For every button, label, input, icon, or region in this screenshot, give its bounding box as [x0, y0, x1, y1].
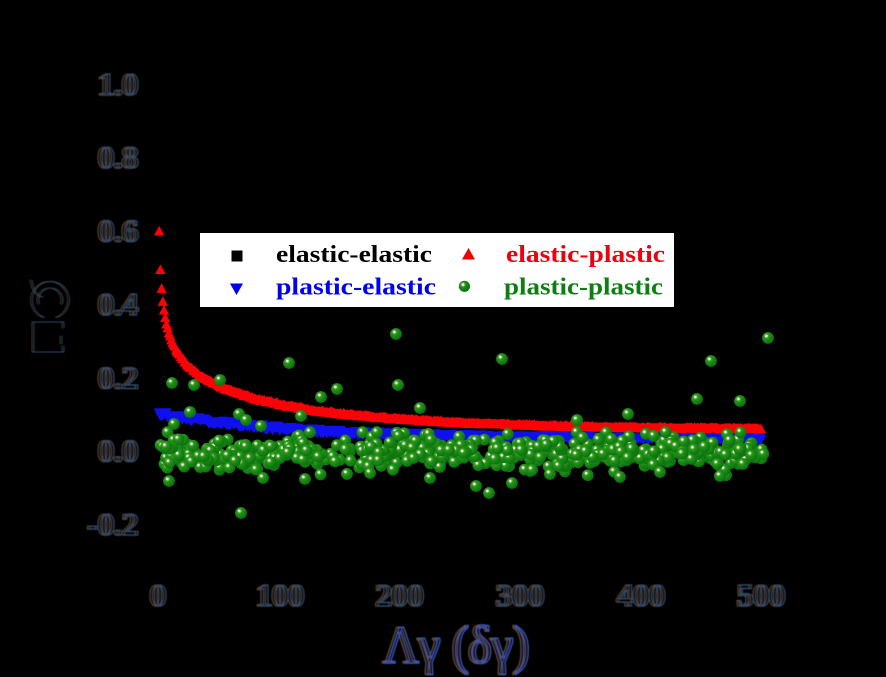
svg-text:0.0: 0.0 — [99, 433, 139, 469]
svg-text:0.0: 0.0 — [97, 433, 137, 469]
svg-text:elastic-elastic: elastic-elastic — [276, 242, 432, 268]
svg-text:500: 500 — [736, 577, 784, 613]
svg-text:0.6: 0.6 — [99, 213, 139, 249]
svg-text:plastic-elastic: plastic-elastic — [276, 275, 436, 301]
svg-text:0: 0 — [149, 577, 165, 613]
svg-text:300: 300 — [495, 577, 543, 613]
svg-text:1.0: 1.0 — [97, 66, 137, 102]
svg-text:plastic-plastic: plastic-plastic — [504, 275, 663, 301]
svg-text:0.4: 0.4 — [99, 286, 139, 322]
svg-text:0.2: 0.2 — [99, 359, 139, 395]
svg-text:-0.2: -0.2 — [89, 506, 140, 542]
svg-text:1.0: 1.0 — [99, 66, 139, 102]
svg-text:0.8: 0.8 — [97, 139, 137, 175]
svg-text:0.6: 0.6 — [97, 213, 137, 249]
svg-text:0.4: 0.4 — [97, 286, 137, 322]
svg-text:300: 300 — [497, 577, 545, 613]
svg-text:100: 100 — [257, 577, 305, 613]
svg-text:elastic-plastic: elastic-plastic — [506, 242, 665, 268]
svg-text:Λγ (δγ): Λγ (δγ) — [384, 615, 530, 675]
svg-text:0.8: 0.8 — [99, 139, 139, 175]
svg-text:400: 400 — [616, 577, 664, 613]
svg-text:Λγ (δγ): Λγ (δγ) — [382, 615, 528, 675]
svg-text:0: 0 — [151, 577, 167, 613]
svg-text:400: 400 — [618, 577, 666, 613]
svg-text:200: 200 — [377, 577, 425, 613]
svg-text:100: 100 — [255, 577, 303, 613]
svg-text:0.2: 0.2 — [97, 359, 137, 395]
svg-text:200: 200 — [374, 577, 422, 613]
svg-text:500: 500 — [738, 577, 786, 613]
svg-text:-0.2: -0.2 — [86, 506, 137, 542]
